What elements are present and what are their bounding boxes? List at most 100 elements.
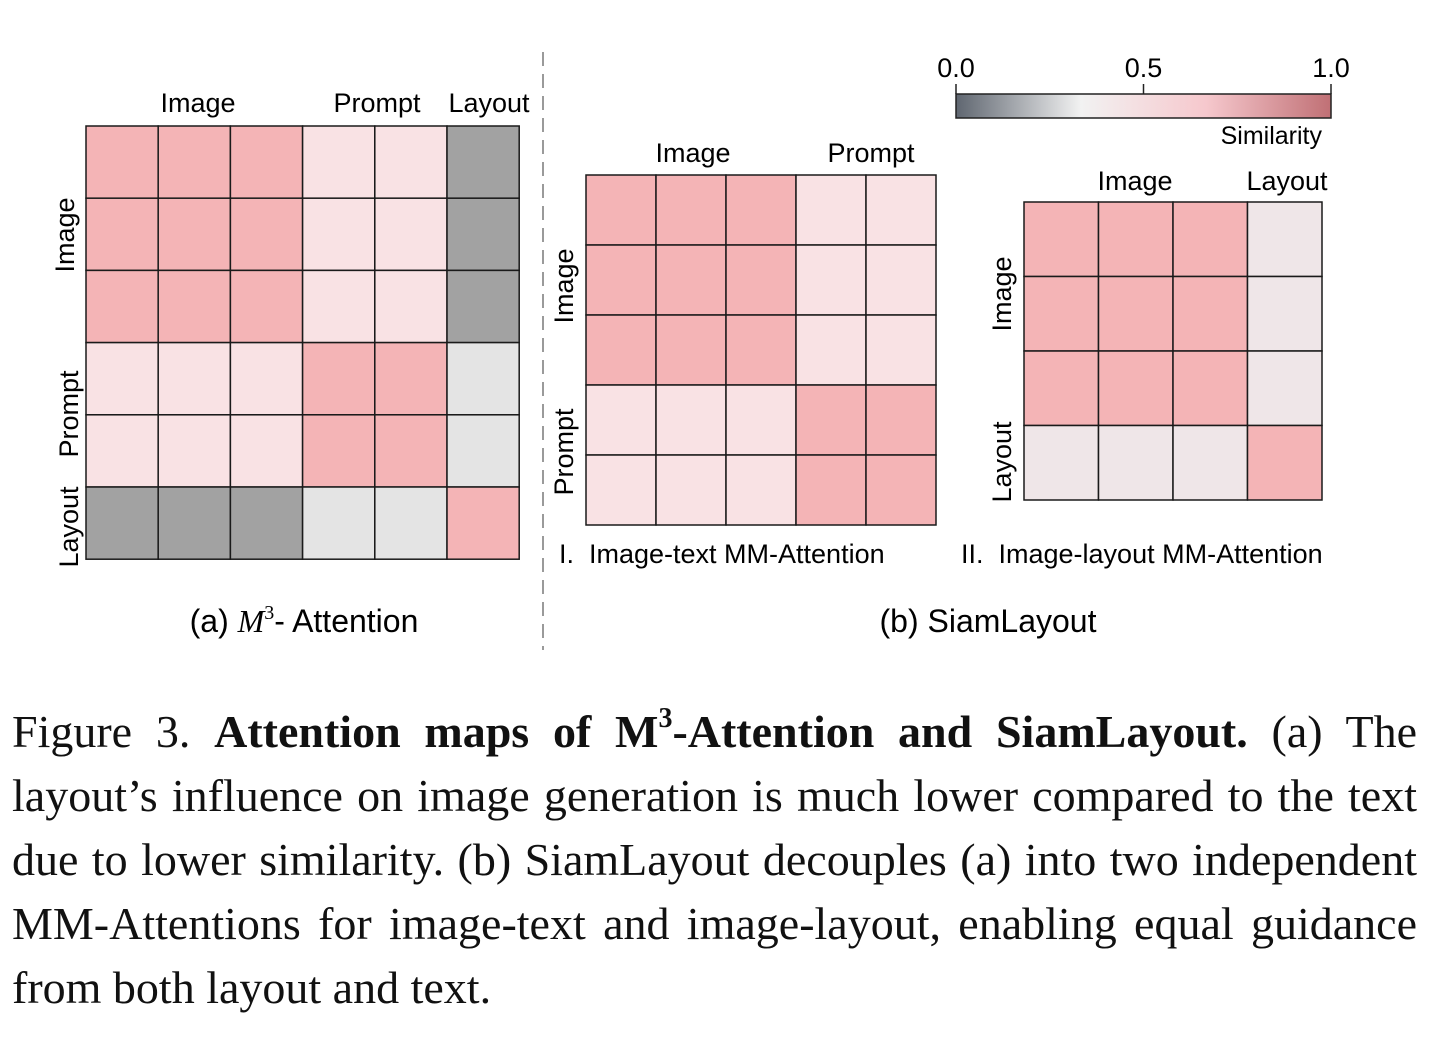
heatmap-cell [725, 244, 797, 316]
heatmap-cell [229, 269, 304, 344]
heatmap-cell [301, 197, 376, 272]
heatmap-cell [1172, 350, 1249, 427]
heatmap-cell [1097, 424, 1174, 501]
panel-b-subcaption: (b) SiamLayout [880, 603, 1097, 639]
colorbar-gradient [955, 93, 1332, 119]
heatmap-cell [1023, 424, 1100, 501]
heatmap-cell [229, 414, 304, 488]
heatmap-cell [655, 314, 727, 386]
heatmap-cell [157, 341, 232, 416]
heatmap-cell [301, 341, 376, 416]
heatmap-cell [1097, 350, 1174, 427]
colorbar-tick-label: 0.5 [1125, 53, 1163, 83]
heatmap-cell [446, 125, 520, 199]
heatmap-cell [725, 454, 797, 526]
colorbar-label: Similarity [1221, 122, 1323, 150]
b2-row-label-layout: Layout [987, 421, 1017, 503]
heatmap-cell [1023, 350, 1100, 427]
col-label-layout: Layout [448, 88, 530, 118]
heatmap-cell [157, 125, 232, 199]
heatmap-cell [865, 314, 937, 386]
heatmap-cell [85, 414, 159, 488]
colorbar: 0.0 0.5 1.0 Similarity [937, 53, 1350, 150]
heatmap-cell [655, 174, 727, 246]
b2-col-label-image: Image [1097, 166, 1172, 196]
heatmap-cell [157, 269, 232, 344]
heatmap-cell [85, 341, 159, 416]
heatmap-cell [1023, 201, 1100, 278]
heatmap-cell [655, 454, 727, 526]
heatmap-cell [795, 244, 867, 316]
heatmap-cell [301, 125, 376, 199]
heatmap-cell [1172, 275, 1249, 352]
heatmap-cell [1097, 201, 1174, 278]
b1-row-label-image: Image [549, 248, 579, 323]
b1-caption: I. Image-text MM-Attention [559, 539, 885, 569]
b1-col-label-prompt: Prompt [827, 138, 915, 168]
heatmap-cell [725, 384, 797, 456]
heatmap-cell [229, 197, 304, 272]
heatmap-b2 [1023, 201, 1323, 501]
b1-col-label-image: Image [655, 138, 730, 168]
heatmap-cell [585, 314, 657, 386]
caption-title-part2: -Attention and SiamLayout. [672, 706, 1248, 757]
heatmap-cell [446, 486, 520, 560]
caption-title-part1: Attention maps of M [214, 706, 659, 757]
figure-caption: Figure 3. Attention maps of M3-Attention… [12, 700, 1417, 1020]
heatmap-cell [865, 454, 937, 526]
subcaption-a-suffix: - Attention [274, 603, 418, 639]
b2-col-label-layout: Layout [1246, 166, 1328, 196]
heatmap-cell [374, 197, 448, 272]
heatmap-cell [795, 174, 867, 246]
heatmap-cell [157, 486, 232, 560]
heatmap-cell [1097, 275, 1174, 352]
heatmap-cell [446, 414, 520, 488]
colorbar-tick-label: 1.0 [1312, 53, 1350, 83]
heatmap-cell [374, 125, 448, 199]
heatmap-cell [865, 244, 937, 316]
heatmap-cell [655, 384, 727, 456]
colorbar-ticks: 0.0 0.5 1.0 [937, 53, 1350, 94]
row-label-image: Image [50, 197, 80, 272]
heatmap-cell [865, 384, 937, 456]
heatmap-cell [374, 414, 448, 488]
figure-3: Image Prompt Layout Image Prompt Layout … [50, 52, 1350, 650]
heatmap-cell [795, 314, 867, 386]
row-label-prompt: Prompt [54, 370, 84, 458]
subcaption-a-prefix: (a) [190, 603, 238, 639]
heatmap-cell [585, 174, 657, 246]
heatmap-cell [374, 486, 448, 560]
heatmap-cell [585, 244, 657, 316]
b2-row-label-image: Image [987, 256, 1017, 331]
subcaption-a-m: M [237, 603, 267, 639]
row-label-layout: Layout [54, 486, 84, 568]
heatmap-cell [301, 486, 376, 560]
heatmap-cell [1246, 424, 1323, 501]
heatmap-cell [157, 414, 232, 488]
caption-body: (a) The layout’s influence on image gene… [12, 706, 1417, 1013]
heatmap-cell [1172, 201, 1249, 278]
heatmap-cell [229, 125, 304, 199]
heatmap-cell [374, 341, 448, 416]
heatmap-cell [446, 341, 520, 416]
heatmap-cell [1023, 275, 1100, 352]
heatmap-cell [1246, 275, 1323, 352]
b2-caption: II. Image-layout MM-Attention [961, 539, 1323, 569]
heatmap-cell [85, 486, 159, 560]
heatmap-cell [301, 414, 376, 488]
heatmap-cell [301, 269, 376, 344]
heatmap-cell [229, 341, 304, 416]
b1-row-label-prompt: Prompt [549, 408, 579, 496]
caption-title: Attention maps of M3-Attention and SiamL… [214, 704, 1248, 757]
heatmap-cell [655, 244, 727, 316]
heatmap-cell [585, 454, 657, 526]
caption-fig-label: Figure 3. [12, 706, 215, 757]
col-label-prompt: Prompt [333, 88, 421, 118]
heatmap-cell [85, 197, 159, 272]
panel-a-subcaption: (a) M3- Attention [190, 602, 419, 639]
panel-a: Image Prompt Layout Image Prompt Layout … [50, 88, 530, 639]
heatmap-cell [446, 269, 520, 344]
heatmap-cell [795, 384, 867, 456]
heatmap-cell [795, 454, 867, 526]
heatmap-cell [1246, 350, 1323, 427]
